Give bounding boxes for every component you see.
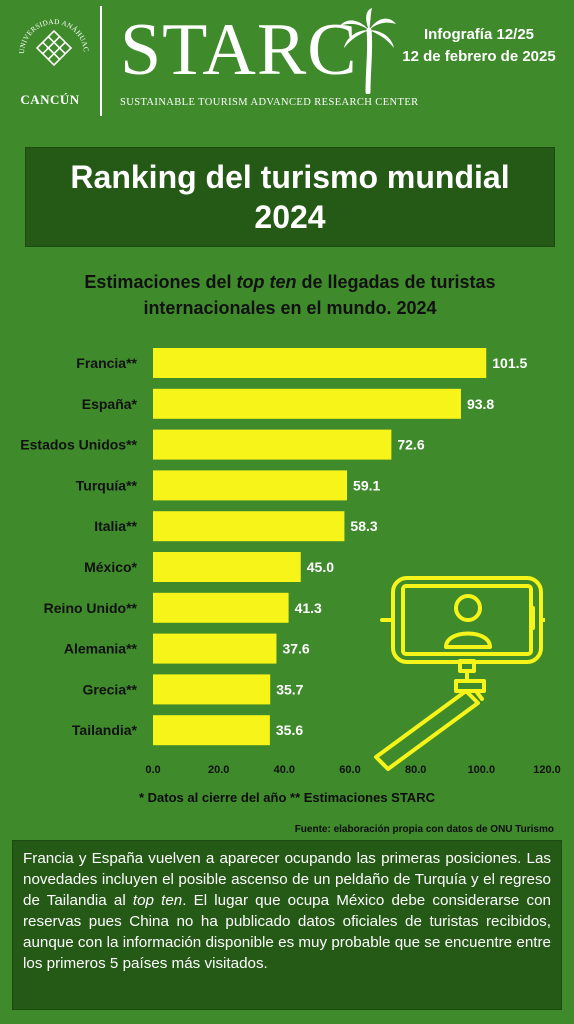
bar-6 xyxy=(153,592,289,623)
category-label-9: Tailandia* xyxy=(72,722,138,738)
infographic-number: Infografía 12/25 xyxy=(423,26,535,43)
value-label-1: 93.8 xyxy=(467,396,494,412)
category-label-1: España* xyxy=(82,396,138,412)
header-divider xyxy=(100,6,102,116)
main-title-box: Ranking del turismo mundial 2024 xyxy=(25,147,555,247)
x-tick-label-4: 80.0 xyxy=(405,764,426,776)
category-label-5: México* xyxy=(84,559,137,575)
selfie-stick-phone-icon xyxy=(374,576,545,771)
summary-text-box: Francia y España vuelven a aparecer ocup… xyxy=(12,840,562,1010)
bar-2 xyxy=(153,429,392,460)
anahuac-seal-icon: UNIVERSIDAD ANÁHUAC · VINCE IN BONO MALU… xyxy=(14,8,90,67)
category-label-6: Reino Unido** xyxy=(44,600,138,616)
x-tick-label-5: 100.0 xyxy=(468,764,496,776)
summary-part1: Francia y España vuelven a aparecer ocup… xyxy=(23,850,551,909)
category-label-0: Francia** xyxy=(76,355,137,371)
category-label-7: Alemania** xyxy=(64,641,138,657)
chart-title-part3: de llegadas de turistas internacionales … xyxy=(143,272,496,318)
main-title: Ranking del turismo mundial 2024 xyxy=(70,159,510,235)
value-label-6: 41.3 xyxy=(295,600,322,616)
bar-4 xyxy=(153,511,345,542)
value-label-5: 45.0 xyxy=(307,559,334,575)
category-label-3: Turquía** xyxy=(76,477,138,493)
palm-tree-icon xyxy=(340,8,396,94)
summary-part3: . El lugar que ocupa México debe conside… xyxy=(23,892,551,972)
chart-note: * Datos al cierre del año ** Estimacione… xyxy=(139,790,435,805)
value-label-7: 37.6 xyxy=(282,641,309,657)
bar-7 xyxy=(153,633,277,664)
header: UNIVERSIDAD ANÁHUAC · VINCE IN BONO MALU… xyxy=(0,0,574,130)
brand-wordmark: STARC xyxy=(120,9,358,91)
university-city: CANCÚN xyxy=(20,92,80,107)
brand-subtitle: SUSTAINABLE TOURISM ADVANCED RESEARCH CE… xyxy=(120,97,419,108)
x-tick-label-6: 120.0 xyxy=(533,764,561,776)
x-tick-label-3: 60.0 xyxy=(339,764,360,776)
source-note: Fuente: elaboración propia con datos de … xyxy=(294,824,554,835)
value-label-0: 101.5 xyxy=(492,355,527,371)
chart-title-part1: Estimaciones del xyxy=(84,272,237,292)
infographic-info: Infografía 12/25 12 de febrero de 2025 xyxy=(394,24,564,68)
value-label-2: 72.6 xyxy=(397,437,424,453)
bar-0 xyxy=(153,348,487,378)
bar-8 xyxy=(153,674,271,705)
chart-title: Estimaciones del top ten de llegadas de … xyxy=(40,269,540,321)
value-label-9: 35.6 xyxy=(276,722,303,738)
value-label-4: 58.3 xyxy=(350,518,377,534)
x-tick-label-2: 40.0 xyxy=(274,764,295,776)
bar-chart: Francia** 101.5 España* 93.8 Estados Unidos*… xyxy=(20,348,561,776)
x-tick-label-1: 20.0 xyxy=(208,764,229,776)
category-label-8: Grecia** xyxy=(83,681,138,697)
bar-1 xyxy=(153,388,461,419)
category-label-2: Estados Unidos** xyxy=(20,437,137,453)
chart-title-italic: top ten xyxy=(236,272,297,292)
bar-5 xyxy=(153,552,301,582)
summary-italic: top ten xyxy=(132,892,183,909)
bar-3 xyxy=(153,470,348,501)
category-label-4: Italia** xyxy=(94,518,137,534)
bar-9 xyxy=(153,715,270,746)
value-label-3: 59.1 xyxy=(353,477,380,493)
value-label-8: 35.7 xyxy=(276,681,303,697)
svg-text:UNIVERSIDAD ANÁHUAC · VINCE IN: UNIVERSIDAD ANÁHUAC · VINCE IN BONO MALU… xyxy=(14,8,90,54)
infographic-date: 12 de febrero de 2025 xyxy=(402,48,556,65)
university-ring-text: UNIVERSIDAD ANÁHUAC · VINCE IN BONO MALU… xyxy=(14,8,90,54)
x-tick-label-0: 0.0 xyxy=(145,764,160,776)
